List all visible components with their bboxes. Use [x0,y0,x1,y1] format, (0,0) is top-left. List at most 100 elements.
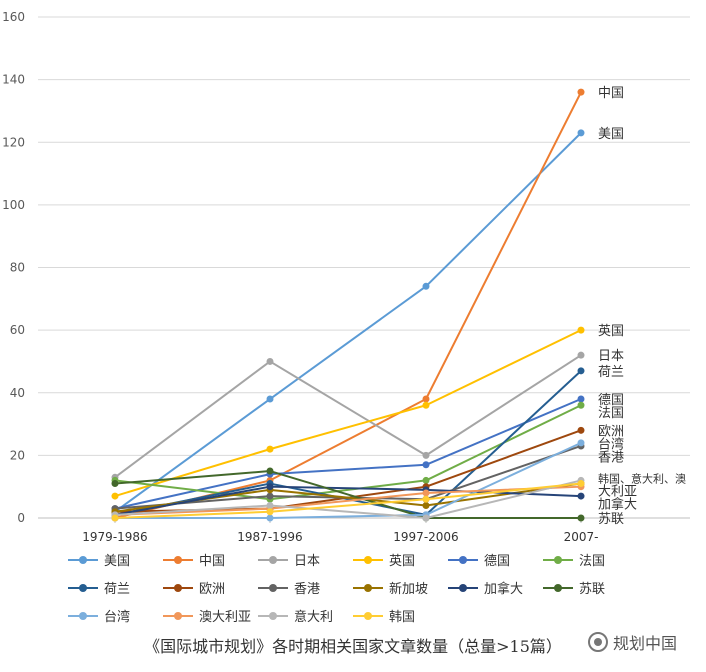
legend-label: 韩国 [389,610,416,625]
series-end-label: 法国 [598,406,624,421]
data-point [266,492,274,500]
x-tick-label: 1979-1986 [82,530,147,544]
chart-caption: 《国际城市规划》各时期相关国家文章数量（总量>15篇） [144,637,562,656]
data-point [577,514,585,522]
y-tick-label: 120 [2,135,25,149]
data-point [111,480,119,488]
legend-swatch [68,582,98,594]
series-韩国 [111,480,585,522]
data-point [577,395,585,403]
data-point [422,476,430,484]
legend-item: 澳大利亚 [163,606,251,625]
y-axis-ticks: 0 20 40 60 80 100 120 140 160 [2,10,25,525]
series-end-label: 中国 [598,86,624,101]
series-line [114,329,582,498]
data-point [266,357,274,365]
series-英国 [111,326,585,500]
series-end-label: 香港 [598,450,624,465]
series-台湾 [111,439,585,522]
data-point [577,401,585,409]
legend-item: 意大利 [258,606,333,625]
data-point [577,351,585,359]
y-tick-label: 80 [10,261,25,275]
legend-swatch [543,554,573,566]
x-tick-label: 1987-1996 [237,530,302,544]
x-tick-label: 1997-2006 [393,530,458,544]
data-point [577,129,585,137]
data-point [577,88,585,96]
legend-swatch [258,582,288,594]
watermark-text: 规划中国 [613,634,678,653]
legend-swatch [353,554,383,566]
series-end-label: 日本 [598,349,624,364]
data-point [422,489,430,497]
legend-item: 韩国 [353,606,415,625]
series-荷兰 [111,367,585,519]
legend-label: 香港 [294,582,321,597]
data-point [422,495,430,503]
legend-swatch [68,610,98,622]
legend-swatch [258,610,288,622]
y-tick-label: 0 [17,511,25,525]
series-end-label: 德国 [598,393,624,408]
legend-label: 意大利 [294,610,334,625]
legend-swatch [258,554,288,566]
data-point [422,282,430,290]
data-point [577,492,585,500]
series-line [114,485,582,516]
y-tick-label: 140 [2,73,25,87]
legend-item: 德国 [448,550,510,569]
legend-label: 欧洲 [199,582,226,597]
series-line [114,479,582,519]
x-tick-label: 2007- [564,530,599,544]
legend-label: 美国 [104,554,131,569]
data-point [577,480,585,488]
series-group [111,88,585,522]
data-point [422,461,430,469]
series-line [114,404,582,501]
series-美国 [111,129,585,516]
data-point [422,451,430,459]
legend-label: 荷兰 [104,582,131,597]
legend-label: 加拿大 [484,582,524,597]
series-line [114,354,582,479]
series-line [114,132,582,513]
legend-item: 苏联 [543,578,605,597]
legend-swatch [448,582,478,594]
series-end-label: 大利亚 [598,484,637,499]
series-end-label: 加拿大 [598,496,637,512]
series-end-label: 美国 [598,127,624,142]
series-line [114,370,582,516]
legend-label: 英国 [389,554,416,569]
data-point [422,401,430,409]
x-axis-ticks: 1979-1986 1987-1996 1997-2006 2007- [82,518,598,544]
data-point [577,326,585,334]
data-point [266,445,274,453]
data-point [266,395,274,403]
legend-label: 中国 [199,554,226,569]
legend-item: 香港 [258,578,320,597]
y-tick-label: 100 [2,198,25,212]
legend-label: 法国 [579,554,606,569]
legend-swatch [543,582,573,594]
data-point [577,439,585,447]
data-point [111,492,119,500]
data-point [577,367,585,375]
legend-label: 德国 [484,554,511,569]
legend-item: 英国 [353,550,415,569]
legend-label: 日本 [294,554,321,569]
data-point [266,501,274,509]
legend-item: 台湾 [68,606,130,625]
series-line [114,482,582,519]
legend-swatch [68,554,98,566]
legend-swatch [353,582,383,594]
data-point [422,395,430,403]
data-point [422,501,430,509]
legend-label: 新加坡 [389,582,429,597]
legend-label: 台湾 [104,610,131,625]
data-point [266,514,274,522]
series-end-label: 台湾 [598,436,624,452]
legend-item: 荷兰 [68,578,130,597]
